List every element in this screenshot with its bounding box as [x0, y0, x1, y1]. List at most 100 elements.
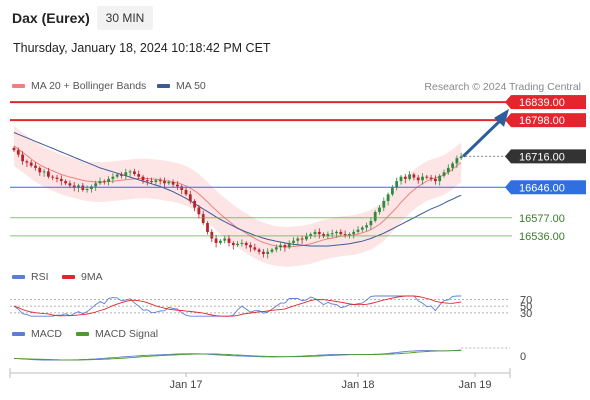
candle-body — [322, 234, 325, 237]
legend-rsi-ma: 9MA — [62, 271, 103, 283]
ma50-line — [13, 132, 462, 247]
candle-body — [51, 176, 55, 178]
instrument-title: Dax (Eurex) — [12, 10, 90, 26]
candle-body — [34, 165, 37, 168]
candle-body — [12, 147, 16, 151]
forecast-arrow-head — [494, 108, 509, 127]
candle-body — [253, 247, 257, 250]
candle-body — [206, 223, 209, 232]
candle-body — [446, 167, 450, 173]
candle-body — [330, 233, 334, 235]
candle-body — [158, 180, 162, 182]
macd-signal-line — [13, 350, 462, 361]
candle-body — [395, 181, 399, 188]
candle-body — [59, 178, 63, 182]
candle-body — [120, 174, 123, 176]
rsi-level-label: 70 — [520, 294, 532, 306]
candle-body — [193, 200, 196, 208]
legend-rsi-ma-label: 9MA — [81, 271, 103, 283]
price-levels: 16839.00 16798.00 16716.00 16646.00 16577.00… — [10, 95, 586, 243]
candle-body — [21, 154, 24, 162]
legend-rsi-label: RSI — [31, 271, 49, 283]
candle-body — [403, 176, 407, 179]
candle-body — [38, 167, 42, 173]
rsi-ma-line — [13, 295, 462, 317]
candle-body — [425, 176, 429, 178]
time-tick-label: Jan 17 — [169, 379, 202, 391]
candle-body — [412, 174, 416, 178]
forecast-arrow — [462, 108, 509, 158]
candle-body — [459, 156, 463, 159]
candle-body — [145, 180, 149, 182]
candle-body — [231, 242, 235, 246]
ma50-swatch — [157, 84, 170, 88]
candle-body — [300, 238, 304, 240]
level-label: 16839.00 — [519, 97, 565, 109]
candle-body — [348, 234, 351, 236]
candle-body — [365, 225, 368, 228]
datetime-label: Thursday, January 18, 2024 10:18:42 PM C… — [13, 41, 271, 55]
candle-body — [141, 176, 145, 181]
level-tag-pointer — [505, 180, 511, 195]
level-tag-pointer — [505, 95, 511, 110]
level-tag — [511, 113, 586, 128]
candle-body — [451, 163, 454, 168]
candle-body — [339, 231, 343, 235]
candle-body — [29, 162, 33, 166]
candle-body — [378, 207, 381, 213]
candle-body — [55, 177, 59, 179]
legend-ma20: MA 20 + Bollinger Bands — [12, 80, 146, 92]
legend-ma20-label: MA 20 + Bollinger Bands — [31, 80, 147, 92]
candle-body — [279, 245, 282, 248]
candle-body — [47, 171, 50, 177]
level-tag — [511, 180, 586, 195]
candle-body — [313, 231, 317, 235]
timeframe-button[interactable]: 30 MIN — [97, 6, 153, 30]
level-label: 16798.00 — [519, 115, 565, 127]
candle-body — [434, 178, 437, 182]
legend-macd-label: MACD — [31, 328, 62, 340]
candle-body — [257, 249, 261, 252]
rsi-level-label: 50 — [520, 301, 532, 313]
candle-body — [429, 177, 433, 179]
candle-body — [25, 161, 29, 163]
legend-ma50-label: MA 50 — [176, 80, 206, 92]
candle-body — [107, 178, 110, 182]
level-label: 16716.00 — [519, 151, 565, 163]
candle-body — [219, 240, 222, 243]
candle-body — [455, 158, 459, 164]
legend-macd: MACD — [12, 328, 62, 340]
candle-body — [188, 194, 192, 201]
macd-panel: 0 — [13, 347, 526, 363]
candle-body — [244, 242, 248, 246]
macd-swatch — [12, 332, 25, 336]
candle-body — [249, 245, 252, 248]
level-label: 16536.00 — [519, 231, 565, 243]
rsi-ma-swatch — [62, 275, 75, 279]
candle-body — [382, 200, 386, 208]
candle-body — [133, 171, 136, 175]
candle-body — [360, 227, 364, 230]
candle-body — [442, 172, 446, 176]
candle-body — [85, 189, 89, 191]
candle-body — [326, 234, 330, 237]
legend-rsi: RSI — [12, 271, 49, 283]
candle-body — [77, 185, 80, 188]
candle-body — [416, 177, 420, 181]
candle-body — [438, 175, 442, 182]
level-label: 16577.00 — [519, 213, 565, 225]
candle-body — [309, 234, 313, 237]
candle-body — [210, 231, 214, 239]
macd-signal-swatch — [76, 332, 89, 336]
level-label: 16646.00 — [519, 182, 565, 194]
rsi-swatch — [12, 275, 25, 279]
candle-body — [197, 207, 201, 215]
macd-line — [13, 349, 462, 361]
candle-body — [266, 251, 270, 254]
rsi-line — [13, 295, 462, 317]
candle-body — [292, 240, 295, 243]
time-tick-label: Jan 19 — [458, 379, 491, 391]
candle-body — [201, 214, 205, 224]
